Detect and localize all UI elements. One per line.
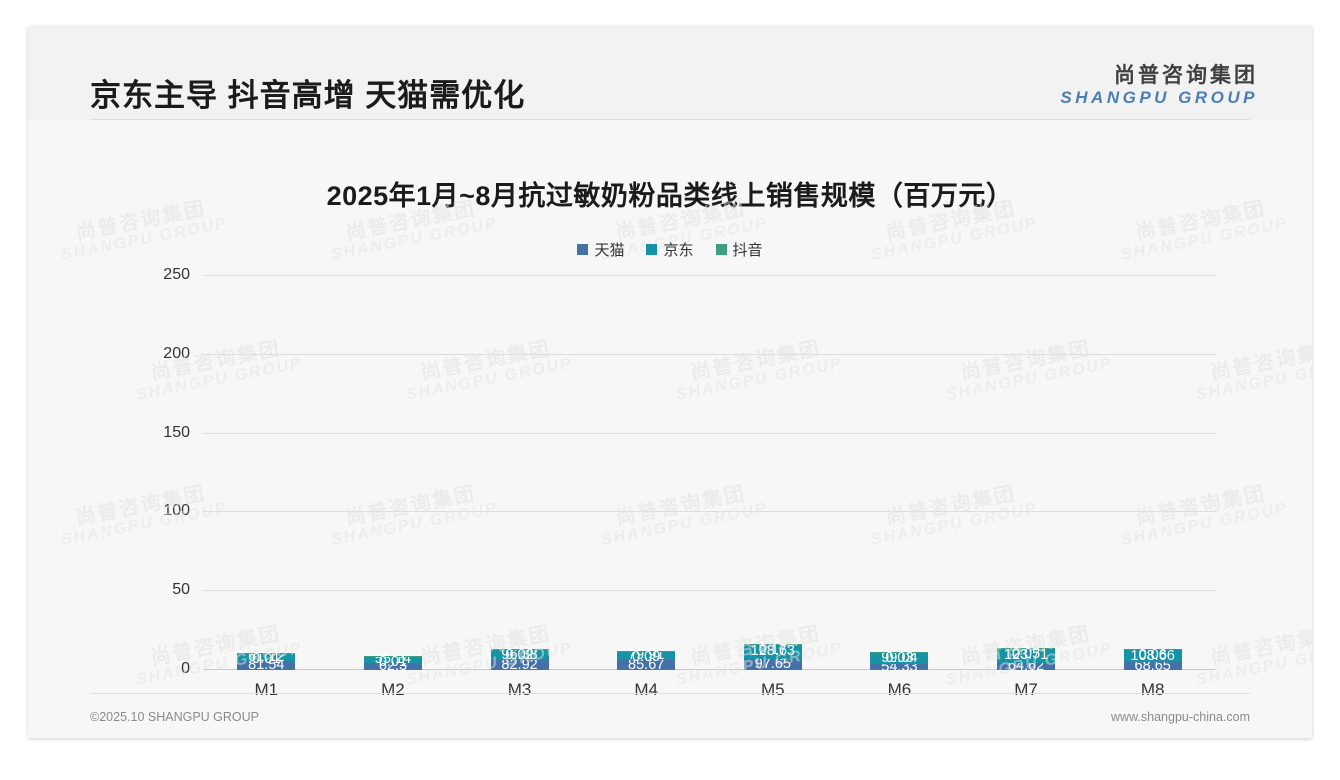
bar-value-label: 123.71 — [1003, 647, 1049, 664]
legend-item-抖音[interactable]: 抖音 — [715, 239, 763, 260]
header-divider — [90, 119, 1250, 120]
bar-segment-京东[interactable]: 99.04 — [870, 649, 929, 666]
legend-swatch-icon — [577, 244, 589, 255]
legend-label: 抖音 — [732, 242, 763, 259]
brand-logo: 尚普咨询集团 SHANGPU GROUP — [1060, 64, 1258, 107]
bar-group: 54.33 99.04 0.03 M6 — [836, 276, 963, 699]
bar-group: 81.54 61.12 0.01 M1 — [203, 276, 330, 699]
bar-value-label: 128.63 — [750, 642, 795, 659]
legend-label: 京东 — [663, 242, 694, 259]
chart-axis-area: 0 50 100 150 200 250 81.54 61.12 0.01 M1 62.3 55.1… — [163, 266, 1216, 699]
brand-logo-cn: 尚普咨询集团 — [1114, 64, 1258, 87]
x-axis-tick-label: M1 — [254, 680, 279, 699]
slide-footer: ©2025.10 SHANGPU GROUP www.shangpu-china… — [90, 710, 1250, 724]
y-axis-tick-label: 250 — [163, 266, 190, 283]
gridline: 0 — [181, 660, 1216, 677]
bar-segment-京东[interactable]: 96.38 — [490, 646, 549, 663]
chart-plot: 0 50 100 150 200 250 81.54 61.12 0.01 M1 62.3 55.1… — [138, 248, 1242, 699]
bar-group: 64.62 123.71 0.05 M7 — [963, 276, 1090, 699]
bar-stack[interactable]: 85.67 79.91 0.09 — [617, 641, 676, 672]
x-axis-tick-label: M6 — [887, 680, 912, 699]
slide-card: 京东主导 抖音高增 天猫需优化 尚普咨询集团 SHANGPU GROUP 尚普咨… — [28, 26, 1312, 738]
bar-segment-天猫[interactable]: 68.65 — [1123, 659, 1182, 673]
bar-segment-天猫[interactable]: 81.54 — [237, 658, 296, 672]
x-axis-tick-label: M3 — [507, 680, 532, 699]
x-axis-tick-label: M8 — [1140, 680, 1165, 699]
bar-segment-天猫[interactable]: 97.65 — [743, 656, 802, 673]
bar-stack[interactable]: 81.54 61.12 0.01 — [237, 641, 296, 672]
footer-divider — [90, 693, 1250, 694]
gridline: 100 — [163, 502, 1216, 519]
gridline: 150 — [163, 424, 1216, 441]
bar-segment-京东[interactable]: 61.12 — [237, 650, 296, 664]
bar-segment-京东[interactable]: 128.63 — [743, 642, 802, 659]
bar-segment-天猫[interactable]: 85.67 — [617, 658, 676, 672]
bar-segment-京东[interactable]: 79.91 — [617, 648, 676, 662]
y-axis-tick-label: 150 — [163, 423, 190, 441]
bar-value-label: 96.38 — [501, 646, 538, 663]
brand-logo-en: SHANGPU GROUP — [1060, 87, 1258, 107]
legend-label: 天猫 — [594, 242, 625, 259]
bar-group: 85.67 79.91 0.09 M4 — [583, 276, 710, 699]
bar-group: 62.3 55.14 0.01 M2 — [330, 276, 457, 699]
y-axis-tick-label: 200 — [163, 344, 190, 362]
legend-swatch-icon — [715, 244, 727, 255]
bar-stack[interactable]: 54.33 99.04 0.03 — [870, 641, 929, 674]
bar-series-container: 81.54 61.12 0.01 M1 62.3 55.14 0.01 M2 82.92 96.3… — [203, 276, 1216, 699]
gridline: 50 — [172, 581, 1216, 598]
x-axis-tick-label: M4 — [634, 680, 658, 699]
bar-stack[interactable]: 68.65 108.66 0.06 — [1123, 641, 1182, 673]
bar-segment-天猫[interactable]: 64.62 — [997, 659, 1056, 673]
legend-item-京东[interactable]: 京东 — [646, 239, 694, 260]
x-axis-tick-label: M5 — [761, 680, 785, 699]
gridline: 250 — [163, 266, 1216, 283]
y-axis-tick-label: 50 — [172, 581, 190, 599]
bar-segment-天猫[interactable]: 82.92 — [490, 658, 549, 672]
page-title: 京东主导 抖音高增 天猫需优化 — [90, 78, 526, 113]
bar-value-label: 97.65 — [754, 656, 791, 673]
footer-copyright: ©2025.10 SHANGPU GROUP — [90, 710, 259, 724]
bar-segment-京东[interactable]: 123.71 — [997, 647, 1056, 664]
bar-stack[interactable]: 97.65 128.63 0.17 — [743, 641, 802, 673]
bar-group: 97.65 128.63 0.17 M5 — [710, 276, 837, 699]
y-axis-tick-label: 100 — [163, 502, 190, 520]
bar-value-label: 99.04 — [881, 649, 918, 666]
bar-stack[interactable]: 82.92 96.38 0.02 — [490, 641, 549, 672]
chart-title: 2025年1月~8月抗过敏奶粉品类线上销售规模（百万元） — [326, 181, 1014, 211]
y-axis-tick-label: 0 — [181, 660, 190, 677]
bar-stack[interactable]: 64.62 123.71 0.05 — [997, 641, 1056, 673]
footer-website: www.shangpu-china.com — [1111, 710, 1250, 724]
bar-segment-京东[interactable]: 108.66 — [1123, 647, 1182, 664]
legend-item-天猫[interactable]: 天猫 — [577, 239, 624, 260]
bar-stack[interactable]: 62.3 55.14 0.01 — [363, 641, 422, 673]
bar-group: 82.92 96.38 0.02 M3 — [456, 276, 583, 699]
legend-swatch-icon — [646, 244, 658, 255]
bar-segment-天猫[interactable]: 54.33 — [870, 660, 929, 674]
bar-segment-京东[interactable]: 55.14 — [363, 652, 422, 666]
gridline: 200 — [163, 345, 1216, 362]
x-axis-tick-label: M2 — [381, 680, 405, 699]
bar-value-label: 108.66 — [1130, 647, 1175, 664]
bar-group: 68.65 108.66 0.06 M8 — [1089, 276, 1216, 699]
slide-header — [28, 26, 1312, 120]
bar-segment-天猫[interactable]: 62.3 — [363, 659, 422, 673]
x-axis-tick-label: M7 — [1014, 680, 1038, 699]
chart-legend: 天猫 京东 抖音 — [28, 239, 1312, 260]
